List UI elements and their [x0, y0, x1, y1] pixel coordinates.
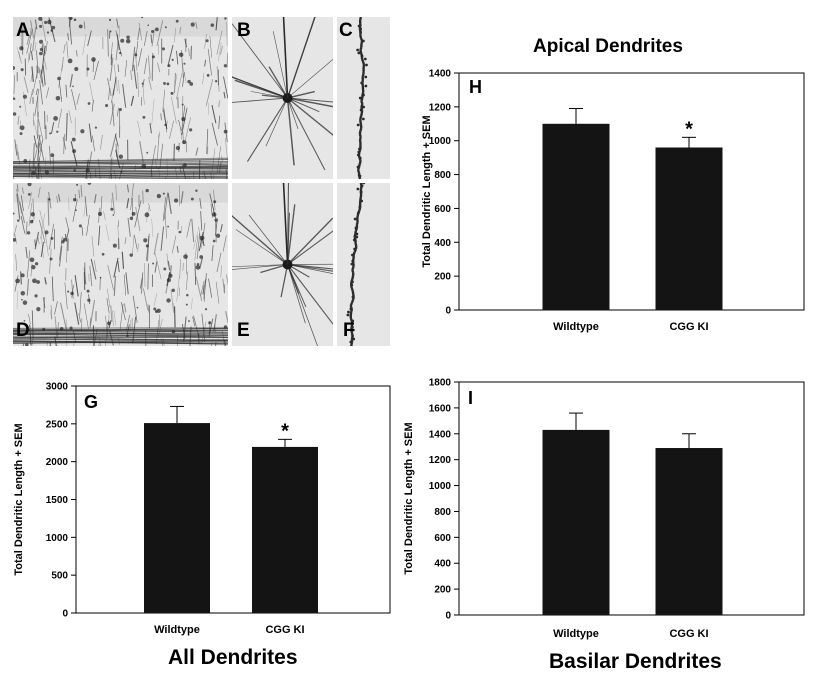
significance-marker: * — [685, 118, 693, 140]
y-tick-label: 0 — [445, 611, 451, 622]
y-tick-label: 800 — [434, 170, 451, 181]
bar — [144, 423, 210, 613]
y-tick-label: 500 — [51, 571, 68, 582]
panel-label-f: F — [343, 320, 355, 341]
panel-label-e: E — [237, 320, 250, 341]
panel-label-d: D — [16, 320, 30, 341]
y-tick-label: 1200 — [429, 102, 452, 113]
chart-title-basilar: Basilar Dendrites — [549, 650, 722, 673]
chart-title-apical: Apical Dendrites — [533, 36, 683, 57]
micrograph-panel-f: F — [337, 183, 390, 346]
y-tick-label: 1400 — [429, 429, 452, 440]
bar — [655, 448, 723, 615]
y-tick-label: 1600 — [429, 403, 452, 414]
y-tick-label: 2000 — [46, 457, 69, 468]
bar — [655, 147, 723, 310]
category-label: Wildtype — [553, 628, 599, 640]
panel-label-b: B — [237, 20, 251, 41]
micrograph-panel-a: A — [13, 17, 228, 179]
y-axis-label: Total Dendritic Length + SEM — [403, 422, 415, 574]
y-tick-label: 0 — [445, 306, 451, 317]
chart-title-all: All Dendrites — [168, 646, 298, 669]
y-tick-label: 400 — [434, 238, 451, 249]
y-axis-label: Total Dendritic Length + SEM — [13, 423, 25, 575]
y-tick-label: 3000 — [46, 382, 69, 393]
panel-label: G — [84, 392, 98, 412]
y-tick-label: 600 — [434, 533, 451, 544]
plot-frame — [458, 381, 805, 616]
y-tick-label: 1000 — [429, 481, 452, 492]
panel-label: H — [469, 77, 482, 97]
y-tick-label: 800 — [434, 507, 451, 518]
y-tick-label: 1500 — [46, 495, 69, 506]
bar — [542, 429, 610, 615]
y-tick-label: 2500 — [46, 419, 69, 430]
y-tick-label: 400 — [434, 559, 451, 570]
category-label: CGG KI — [669, 628, 708, 640]
y-tick-label: 600 — [434, 204, 451, 215]
neuron-texture-c — [337, 17, 390, 179]
neuron-texture-d — [13, 183, 228, 346]
y-tick-label: 1000 — [46, 533, 69, 544]
category-label: Wildtype — [154, 624, 200, 636]
micrograph-panel-d: D — [13, 183, 228, 346]
significance-marker: * — [281, 420, 289, 442]
y-tick-label: 1200 — [429, 455, 452, 466]
y-tick-label: 200 — [434, 272, 451, 283]
y-tick-label: 1000 — [429, 136, 452, 147]
neuron-texture-b — [232, 17, 333, 179]
category-label: CGG KI — [669, 321, 708, 333]
bar — [252, 446, 318, 613]
y-tick-label: 1800 — [429, 378, 452, 389]
panel-label-a: A — [16, 20, 30, 41]
micrograph-panel-c: C — [337, 17, 390, 179]
bar — [542, 123, 610, 311]
micrograph-panel-b: B — [232, 17, 333, 179]
category-label: Wildtype — [553, 321, 599, 333]
panel-label: I — [468, 388, 473, 408]
micrograph-panel-e: E — [232, 183, 333, 346]
neuron-texture-f — [337, 183, 390, 346]
neuron-texture-a — [13, 17, 228, 179]
y-tick-label: 1400 — [429, 69, 452, 80]
panel-label-c: C — [339, 20, 353, 41]
neuron-texture-e — [232, 183, 333, 346]
category-label: CGG KI — [265, 624, 304, 636]
y-tick-label: 0 — [62, 609, 68, 620]
y-tick-label: 200 — [434, 585, 451, 596]
plot-frame — [458, 72, 805, 311]
y-axis-label: Total Dendritic Length + SEM — [421, 115, 433, 267]
